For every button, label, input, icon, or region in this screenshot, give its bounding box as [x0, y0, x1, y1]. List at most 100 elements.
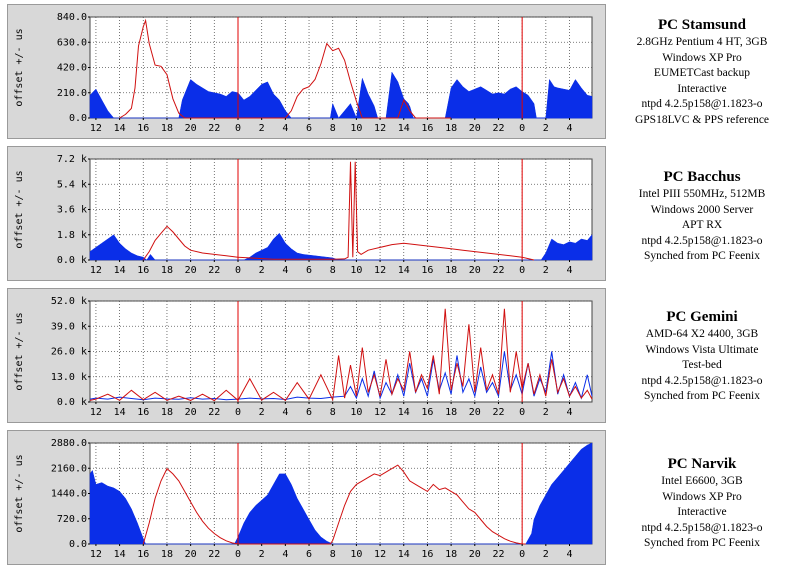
y-tick-label: 0.0 k: [57, 255, 87, 266]
x-tick-label: 18: [445, 549, 457, 560]
x-tick-label: 0: [235, 549, 241, 560]
x-tick-label: 20: [469, 265, 481, 276]
x-tick-label: 4: [282, 407, 288, 418]
x-tick-label: 2: [543, 265, 549, 276]
x-tick-label: 0: [519, 549, 525, 560]
y-tick-label: 1440.0: [51, 489, 87, 500]
x-tick-label: 4: [566, 123, 572, 134]
y-tick-label: 26.0 k: [51, 347, 87, 358]
x-tick-label: 20: [185, 407, 197, 418]
x-tick-label: 14: [114, 123, 126, 134]
info-line: Interactive: [677, 82, 727, 95]
plot-area: [89, 158, 593, 261]
x-tick-label: 10: [350, 407, 362, 418]
y-tick-label: 0.0: [69, 113, 87, 124]
series-area: [89, 442, 593, 545]
x-tick-label: 12: [374, 265, 386, 276]
x-tick-label: 12: [374, 407, 386, 418]
y-tick-label: 0.0: [69, 539, 87, 550]
x-tick-label: 16: [421, 407, 433, 418]
info-line: Synched from PC Feenix: [644, 390, 760, 402]
x-tick-label: 18: [161, 407, 173, 418]
x-tick-label: 14: [114, 265, 126, 276]
y-tick-label: 720.0: [57, 514, 87, 525]
info-line: Synched from PC Feenix: [644, 537, 760, 549]
info-line: Intel E6600, 3GB: [661, 475, 743, 487]
y-tick-label: 1.8 k: [57, 230, 87, 241]
info-line: EUMETCast backup: [653, 67, 751, 79]
y-tick-label: 210.0: [57, 88, 87, 99]
series-line: [142, 464, 526, 545]
x-tick-label: 0: [519, 265, 525, 276]
x-tick-label: 18: [445, 123, 457, 134]
x-tick-label: 14: [398, 407, 410, 418]
x-tick-label: 14: [114, 549, 126, 560]
x-tick-label: 16: [137, 265, 149, 276]
info-line: Windows XP Pro: [662, 490, 742, 503]
x-tick-label: 2: [259, 407, 265, 418]
x-tick-label: 6: [306, 407, 312, 418]
chart-panel-gemini: 0.0 k 13.0 k 26.0 k 39.0 k 52.0 k 12 14 16 18 20 2…: [7, 288, 606, 423]
info-line: ntpd 4.2.5p158@1.1823-o: [641, 374, 763, 387]
x-tick-label: 8: [330, 265, 336, 276]
x-tick-label: 22: [492, 123, 504, 134]
series-line: [119, 18, 452, 119]
panel-title: PC Bacchus: [663, 169, 741, 185]
x-tick-label: 14: [398, 265, 410, 276]
x-tick-label: 18: [445, 265, 457, 276]
panel-title: PC Gemini: [666, 309, 738, 325]
chart-panel-stamsund: 0.0 210.0 420.0 630.0 840.0 12 14 16 18 20 22 0 2 4 6 8…: [7, 4, 606, 139]
y-tick-label: 5.4 k: [57, 179, 87, 190]
info-line: Windows Vista Ultimate: [645, 343, 759, 356]
x-tick-label: 20: [185, 123, 197, 134]
x-tick-label: 4: [282, 123, 288, 134]
x-tick-label: 22: [208, 123, 220, 134]
x-tick-label: 2: [259, 265, 265, 276]
x-tick-label: 0: [235, 265, 241, 276]
x-tick-label: 10: [350, 265, 362, 276]
x-tick-label: 18: [161, 123, 173, 134]
y-tick-label: 0.0 k: [57, 397, 87, 408]
info-line: Interactive: [677, 506, 727, 518]
y-axis-label: offset +/- us: [14, 454, 25, 532]
x-tick-label: 4: [282, 265, 288, 276]
info-narvik: PC Narvik Intel E6600, 3GB Windows XP Pr…: [612, 455, 792, 552]
info-line: ntpd 4.2.5p158@1.1823-o: [641, 521, 763, 534]
x-tick-label: 22: [492, 407, 504, 418]
x-tick-label: 16: [137, 407, 149, 418]
x-tick-label: 12: [90, 549, 102, 560]
info-line: Intel PIII 550MHz, 512MB: [638, 188, 766, 200]
x-tick-label: 2: [543, 123, 549, 134]
x-tick-label: 6: [306, 549, 312, 560]
x-tick-label: 8: [330, 549, 336, 560]
y-tick-label: 840.0: [57, 12, 87, 23]
x-tick-label: 4: [566, 265, 572, 276]
x-tick-label: 6: [306, 265, 312, 276]
x-tick-label: 10: [350, 123, 362, 134]
x-tick-label: 0: [519, 407, 525, 418]
x-tick-label: 6: [306, 123, 312, 134]
x-tick-label: 12: [90, 265, 102, 276]
y-tick-label: 630.0: [57, 37, 87, 48]
info-line: Windows 2000 Server: [650, 203, 754, 216]
x-tick-label: 22: [492, 549, 504, 560]
x-tick-label: 4: [282, 549, 288, 560]
plot-area: [89, 300, 593, 403]
info-line: Synched from PC Feenix: [644, 250, 760, 262]
x-tick-label: 16: [137, 123, 149, 134]
x-tick-label: 16: [137, 549, 149, 560]
x-tick-label: 18: [445, 407, 457, 418]
x-tick-label: 20: [469, 549, 481, 560]
info-line: ntpd 4.2.5p158@1.1823-o: [641, 98, 763, 110]
x-tick-label: 20: [469, 123, 481, 134]
x-tick-label: 22: [208, 549, 220, 560]
x-tick-label: 2: [543, 407, 549, 418]
x-tick-label: 8: [330, 407, 336, 418]
y-axis-label: offset +/- us: [14, 312, 25, 390]
x-tick-label: 12: [374, 549, 386, 560]
info-bacchus: PC Bacchus Intel PIII 550MHz, 512MB Wind…: [612, 168, 792, 265]
x-tick-label: 12: [374, 123, 386, 134]
x-tick-label: 14: [398, 123, 410, 134]
x-tick-label: 14: [114, 407, 126, 418]
